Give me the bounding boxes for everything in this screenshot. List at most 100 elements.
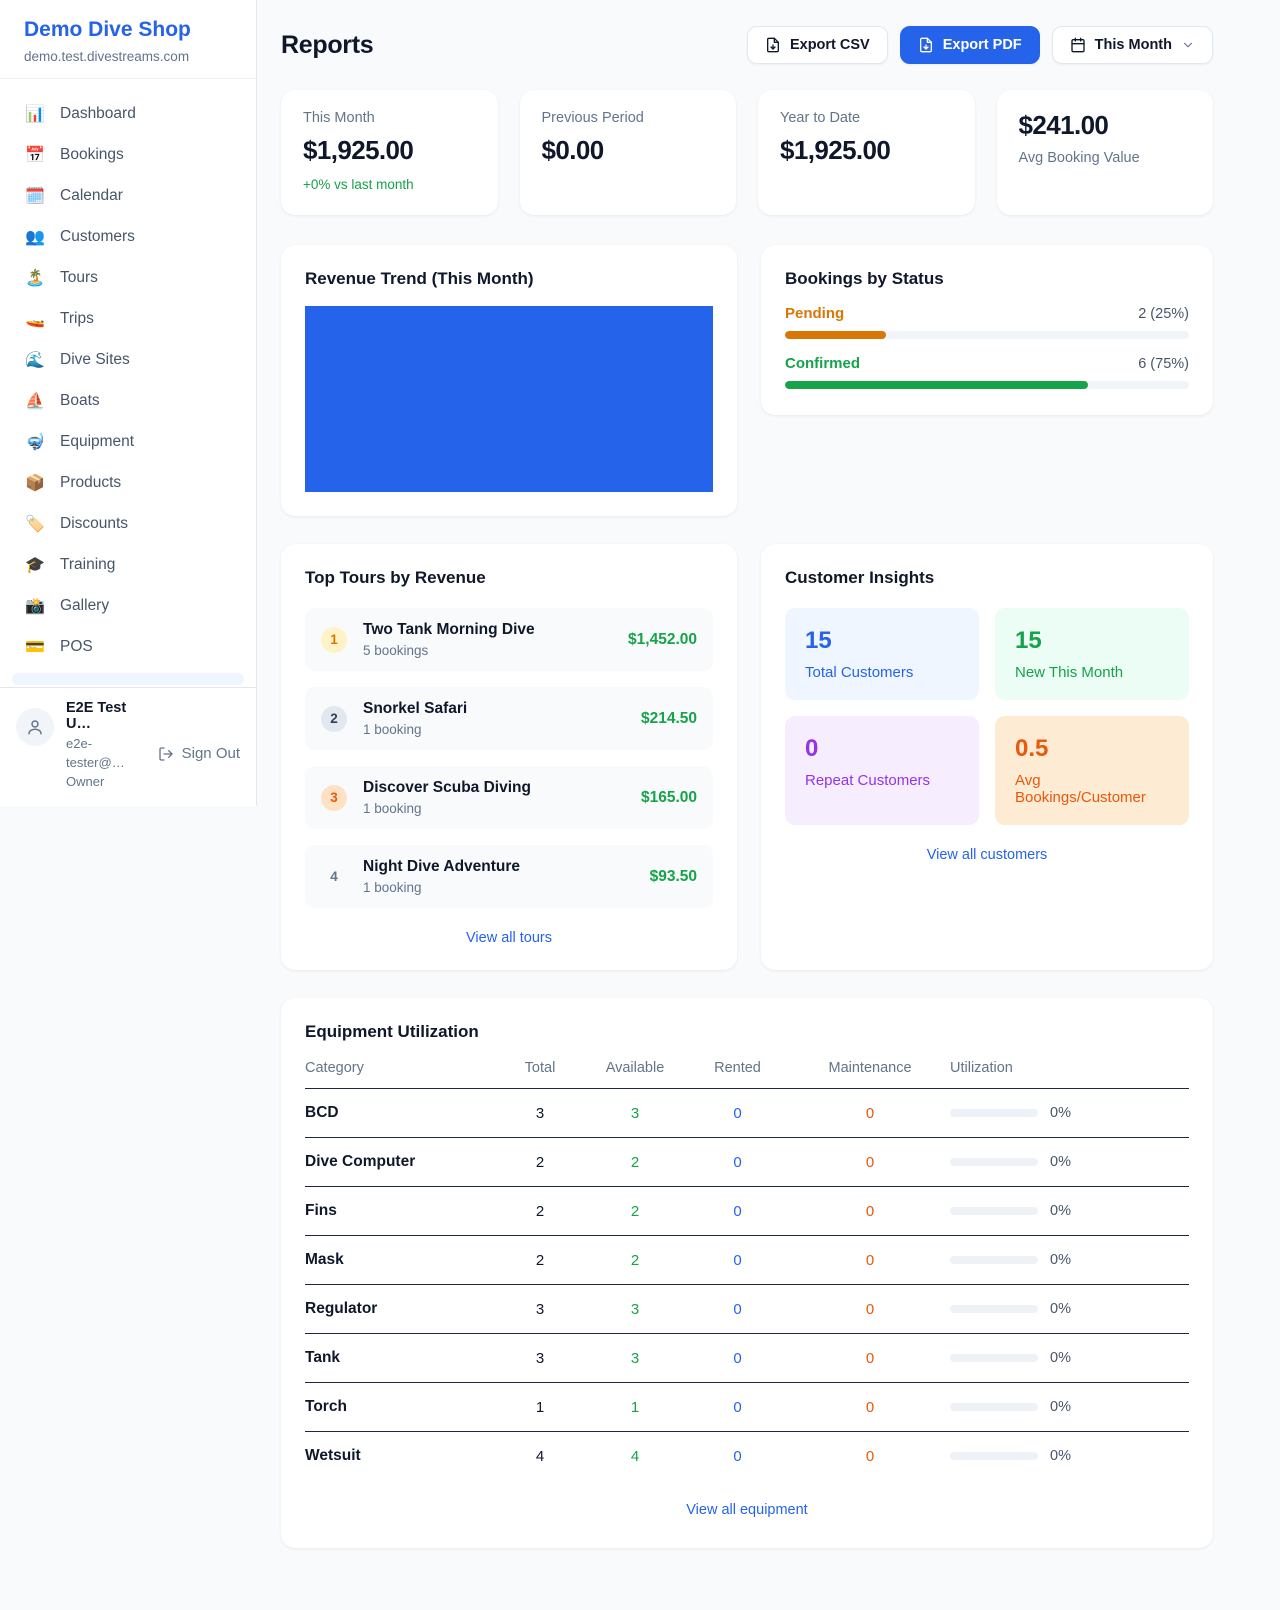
- sidebar-item-customers[interactable]: 👥 Customers: [0, 216, 256, 257]
- person-icon: [28, 720, 42, 735]
- sidebar-item-calendar[interactable]: 🗓️ Calendar: [0, 175, 256, 216]
- view-all-customers-link[interactable]: View all customers: [926, 847, 1048, 863]
- equipment-total: 3: [535, 1300, 545, 1318]
- products-icon: 📦: [25, 474, 45, 492]
- tour-row-discover-scuba-diving[interactable]: 3 Discover Scuba Diving 1 booking $165.00: [305, 766, 713, 829]
- equipment-maintenance: 0: [865, 1251, 875, 1269]
- sidebar-item-dashboard[interactable]: 📊 Dashboard: [0, 93, 256, 134]
- equipment-category: Mask: [305, 1251, 344, 1268]
- insight-tile-avg-bookings-customer: 0.5 Avg Bookings/Customer: [995, 716, 1189, 825]
- utilization-track: [950, 1109, 1038, 1117]
- equipment-category: Dive Computer: [305, 1153, 416, 1170]
- chevron-down-icon: [1183, 42, 1193, 48]
- equipment-available: 2: [630, 1153, 640, 1171]
- stat-value: $1,925.00: [780, 135, 891, 165]
- utilization-track: [950, 1207, 1038, 1215]
- stat-card-avg-booking-value: $241.00 Avg Booking Value: [996, 90, 1213, 215]
- equipment-category: Wetsuit: [305, 1447, 361, 1464]
- tour-revenue: $93.50: [649, 867, 697, 885]
- calendar-icon: [1071, 37, 1085, 53]
- insight-value: 15: [805, 627, 832, 654]
- bookings-icon: 📅: [25, 146, 45, 164]
- status-label: Pending: [785, 305, 845, 322]
- insight-label: New This Month: [1015, 664, 1124, 681]
- tour-row-two-tank-morning-dive[interactable]: 1 Two Tank Morning Dive 5 bookings $1,452.0…: [305, 608, 713, 671]
- equipment-row-dive-computer: Dive Computer 2 2 0 0 0%: [305, 1138, 1189, 1187]
- utilization-track: [950, 1354, 1038, 1362]
- sidebar-item-training[interactable]: 🎓 Training: [0, 544, 256, 585]
- equipment-category: Tank: [305, 1349, 341, 1366]
- equipment-maintenance: 0: [865, 1398, 875, 1416]
- sidebar-item-reports-active-partial[interactable]: [12, 673, 244, 685]
- sidebar-item-trips[interactable]: 🚤 Trips: [0, 298, 256, 339]
- sidebar-item-label: Training: [60, 555, 116, 573]
- equipment-row-torch: Torch 1 1 0 0 0%: [305, 1383, 1189, 1432]
- equipment-table-body: BCD 3 3 0 0 0% Dive Computer 2 2 0 0 0% Fins 2 2 0 0 0% Ma…: [305, 1089, 1189, 1480]
- col-header-available: Available: [605, 1060, 665, 1076]
- tours-icon: 🏝️: [25, 269, 45, 287]
- equipment-table-header: Category Total Available Rented Maintena…: [305, 1042, 1189, 1089]
- brand-block: Demo Dive Shop demo.test.divestreams.com: [0, 0, 256, 79]
- equipment-total: 2: [535, 1251, 545, 1269]
- sidebar-nav: 📊 Dashboard 📅 Bookings 🗓️ Calendar 👥 Customers 🏝…: [0, 79, 256, 673]
- stat-card-this-month: This Month $1,925.00 +0% vs last month: [281, 90, 498, 215]
- sidebar-item-pos[interactable]: 💳 POS: [0, 626, 256, 667]
- tour-row-night-dive-adventure[interactable]: 4 Night Dive Adventure 1 booking $93.50: [305, 845, 713, 908]
- equipment-maintenance: 0: [865, 1300, 875, 1318]
- col-header-utilization: Utilization: [950, 1060, 1013, 1076]
- equipment-available: 4: [630, 1447, 640, 1465]
- status-progress-track: [785, 381, 1189, 389]
- sidebar-item-bookings[interactable]: 📅 Bookings: [0, 134, 256, 175]
- dive-sites-icon: 🌊: [25, 351, 45, 369]
- tour-row-snorkel-safari[interactable]: 2 Snorkel Safari 1 booking $214.50: [305, 687, 713, 750]
- user-info: E2E Test U… e2e-tester@… Owner: [66, 700, 146, 792]
- sidebar-item-dive-sites[interactable]: 🌊 Dive Sites: [0, 339, 256, 380]
- equipment-available: 3: [630, 1104, 640, 1122]
- user-email: e2e-tester@…: [66, 736, 125, 770]
- user-role: Owner: [66, 773, 105, 789]
- stat-label: Avg Booking Value: [1018, 150, 1140, 166]
- stat-value: $1,925.00: [303, 135, 414, 165]
- equipment-rented: 0: [733, 1202, 742, 1220]
- sidebar-item-equipment[interactable]: 🤿 Equipment: [0, 421, 256, 462]
- period-dropdown[interactable]: This Month: [1051, 26, 1213, 64]
- avatar: [16, 708, 54, 746]
- sidebar-item-tours[interactable]: 🏝️ Tours: [0, 257, 256, 298]
- equipment-maintenance: 0: [865, 1349, 875, 1367]
- sidebar-item-label: Products: [60, 473, 122, 491]
- status-value: 6 (75%): [1138, 356, 1189, 372]
- discounts-icon: 🏷️: [25, 515, 45, 533]
- tour-bookings-count: 1 booking: [363, 880, 422, 895]
- insight-tile-total-customers: 15 Total Customers: [785, 608, 979, 700]
- revenue-trend-title: Revenue Trend (This Month): [305, 269, 534, 288]
- brand-name[interactable]: Demo Dive Shop: [24, 18, 191, 41]
- sidebar-item-boats[interactable]: ⛵ Boats: [0, 380, 256, 421]
- equipment-category: Regulator: [305, 1300, 378, 1317]
- equipment-available: 3: [630, 1300, 640, 1318]
- equipment-category: Fins: [305, 1202, 337, 1219]
- view-all-tours-link[interactable]: View all tours: [466, 930, 552, 946]
- sidebar-item-products[interactable]: 📦 Products: [0, 462, 256, 503]
- sidebar-item-label: Trips: [60, 309, 94, 327]
- utilization-percent: 0%: [1050, 1350, 1071, 1366]
- equipment-total: 4: [535, 1447, 545, 1465]
- export-csv-button[interactable]: Export CSV: [746, 26, 888, 64]
- equipment-utilization-cell: 0%: [950, 1301, 1189, 1317]
- view-all-equipment-link[interactable]: View all equipment: [686, 1502, 808, 1518]
- status-progress-fill: [785, 331, 886, 339]
- insight-tile-new-this-month: 15 New This Month: [995, 608, 1189, 700]
- equipment-maintenance: 0: [865, 1447, 875, 1465]
- equipment-row-wetsuit: Wetsuit 4 4 0 0 0%: [305, 1432, 1189, 1480]
- pos-icon: 💳: [25, 638, 45, 656]
- equipment-row-tank: Tank 3 3 0 0 0%: [305, 1334, 1189, 1383]
- export-pdf-button[interactable]: Export PDF: [899, 26, 1040, 64]
- sidebar-item-label: Discounts: [60, 514, 129, 532]
- col-header-maintenance: Maintenance: [828, 1060, 912, 1076]
- sign-out-button[interactable]: Sign Out: [158, 716, 240, 792]
- utilization-track: [950, 1256, 1038, 1264]
- sidebar-item-gallery[interactable]: 📸 Gallery: [0, 585, 256, 626]
- equipment-total: 2: [535, 1153, 545, 1171]
- rank-badge: 2: [321, 705, 347, 732]
- sidebar-item-discounts[interactable]: 🏷️ Discounts: [0, 503, 256, 544]
- stat-value: $241.00: [1018, 110, 1109, 140]
